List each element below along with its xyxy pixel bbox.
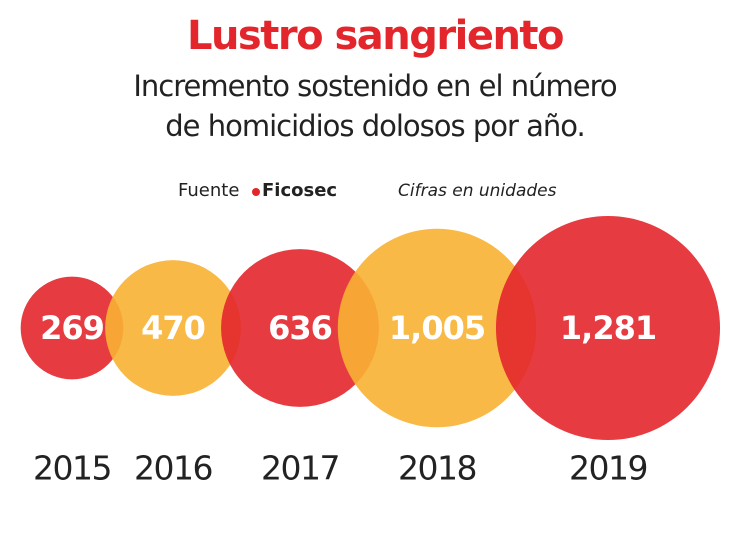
labels: 269 2015 470 2016 636 2017 1,005 2018 1,281 2019 bbox=[33, 309, 657, 488]
bubble bbox=[105, 260, 241, 396]
subtitle-line: de homicidios dolosos por año. bbox=[165, 109, 584, 143]
value-label: 269 bbox=[40, 309, 104, 347]
source: Ficosec bbox=[262, 180, 337, 201]
chart-title: Lustro sangriento bbox=[187, 13, 563, 59]
value-label: 1,005 bbox=[389, 309, 485, 347]
x-tick-label: 2019 bbox=[569, 449, 647, 488]
x-tick-label: 2017 bbox=[261, 449, 339, 488]
x-tick-label: 2016 bbox=[134, 449, 212, 488]
bubble bbox=[337, 228, 537, 428]
bubble bbox=[20, 276, 124, 380]
bubbles bbox=[20, 215, 721, 441]
value-label: 636 bbox=[268, 309, 332, 347]
bubble bbox=[495, 215, 721, 441]
source-label: Fuente bbox=[178, 180, 239, 201]
separator-dot bbox=[252, 188, 260, 196]
bubble bbox=[221, 249, 379, 407]
subtitle-line: Incremento sostenido en el número bbox=[133, 69, 616, 103]
value-label: 470 bbox=[141, 309, 205, 347]
value-label: 1,281 bbox=[560, 309, 656, 347]
x-tick-label: 2015 bbox=[33, 449, 111, 488]
x-tick-label: 2018 bbox=[398, 449, 476, 488]
note: Cifras en unidades bbox=[398, 181, 557, 201]
